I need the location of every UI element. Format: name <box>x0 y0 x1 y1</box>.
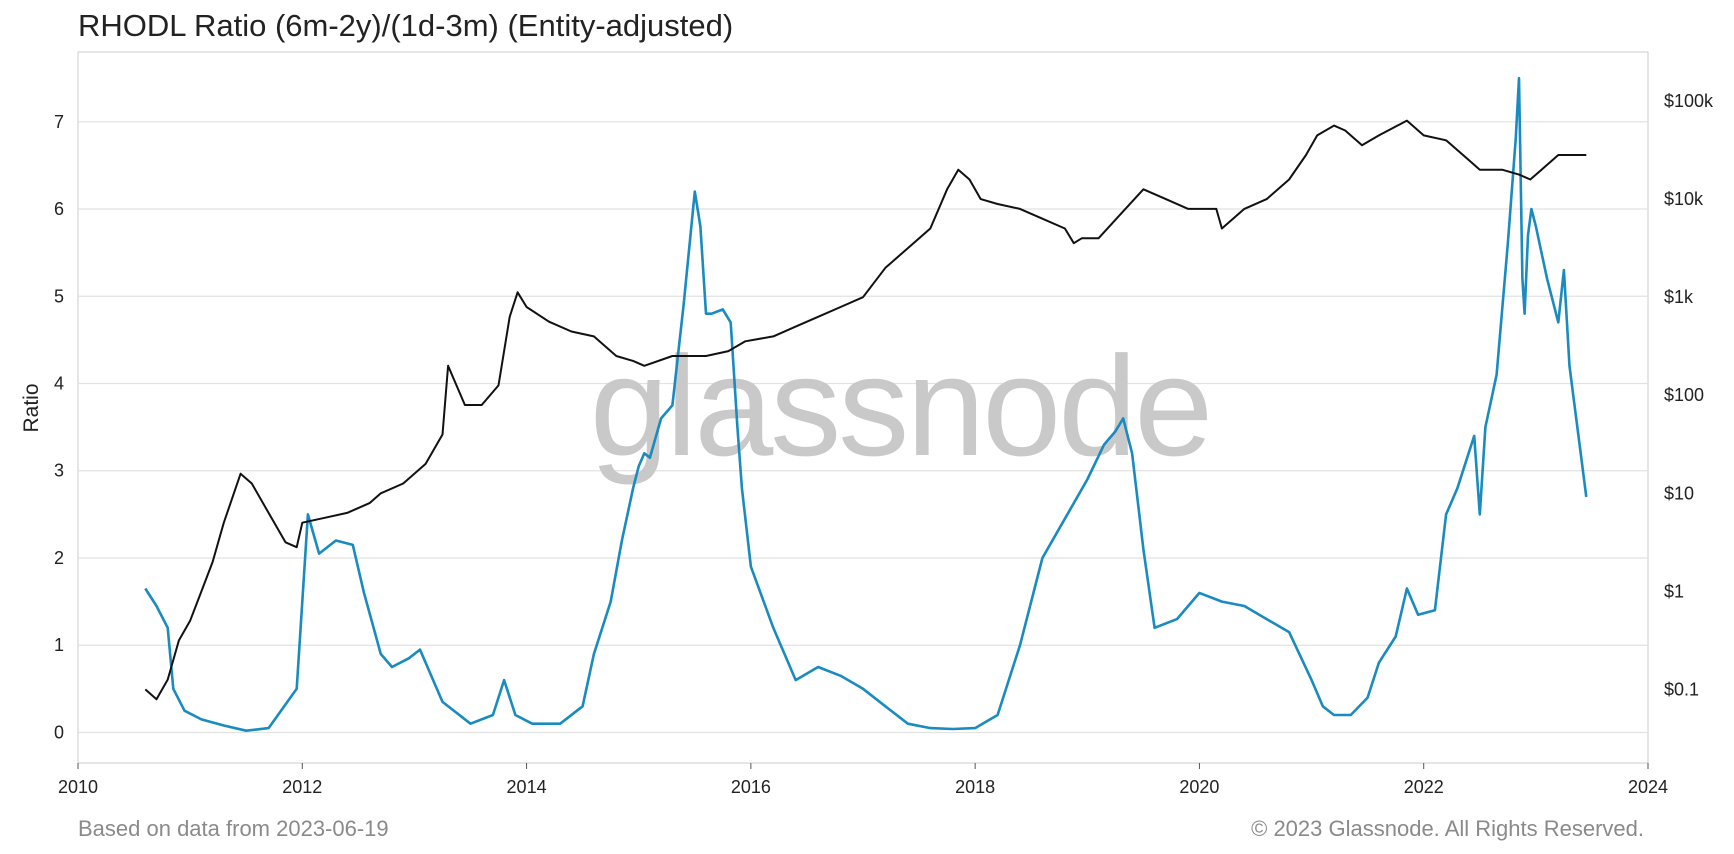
data-date-note: Based on data from 2023-06-19 <box>78 816 389 841</box>
y2-tick-label-3: $100 <box>1664 385 1704 405</box>
y-tick-label-0: 0 <box>54 722 64 742</box>
y2-tick-label-0: $0.1 <box>1664 679 1699 699</box>
y-tick-label-5: 5 <box>54 286 64 306</box>
x-tick-label-7: 2024 <box>1628 777 1668 797</box>
plot-frame <box>77 51 1649 764</box>
x-tick-label-5: 2020 <box>1179 777 1219 797</box>
glassnode-watermark: glassnode <box>590 327 1210 486</box>
y-tick-label-7: 7 <box>54 112 64 132</box>
price-line <box>144 119 1587 701</box>
y2-tick-label-2: $10 <box>1664 483 1694 503</box>
y2-axis-ticks: $0.1 $1 $10 $100 $1k $10k $100k <box>1664 91 1714 699</box>
x-tick-label-0: 2010 <box>58 777 98 797</box>
y-axis-label: Ratio <box>20 383 43 432</box>
y-axis-ticks: 0 1 2 3 4 5 6 7 <box>54 112 64 743</box>
y-tick-label-3: 3 <box>54 461 64 481</box>
y-tick-label-4: 4 <box>54 374 64 394</box>
series-layer <box>144 76 1588 732</box>
y2-tick-label-6: $100k <box>1664 91 1714 111</box>
y2-tick-label-1: $1 <box>1664 581 1684 601</box>
x-tick-label-1: 2012 <box>282 777 322 797</box>
x-tick-label-6: 2022 <box>1404 777 1444 797</box>
rhodl-ratio-line <box>144 76 1588 732</box>
y2-tick-label-4: $1k <box>1664 287 1694 307</box>
x-tick-label-4: 2018 <box>955 777 995 797</box>
x-tick-label-2: 2014 <box>507 777 547 797</box>
x-tick-label-3: 2016 <box>731 777 771 797</box>
x-axis-ticks: 2010 2012 2014 2016 2018 2020 2022 2024 <box>58 763 1668 797</box>
y-tick-label-2: 2 <box>54 548 64 568</box>
copyright-note: © 2023 Glassnode. All Rights Reserved. <box>1251 816 1644 841</box>
y-tick-label-6: 6 <box>54 199 64 219</box>
y2-tick-label-5: $10k <box>1664 189 1704 209</box>
chart-title: RHODL Ratio (6m-2y)/(1d-3m) (Entity-adju… <box>78 8 734 43</box>
y-tick-label-1: 1 <box>54 635 64 655</box>
